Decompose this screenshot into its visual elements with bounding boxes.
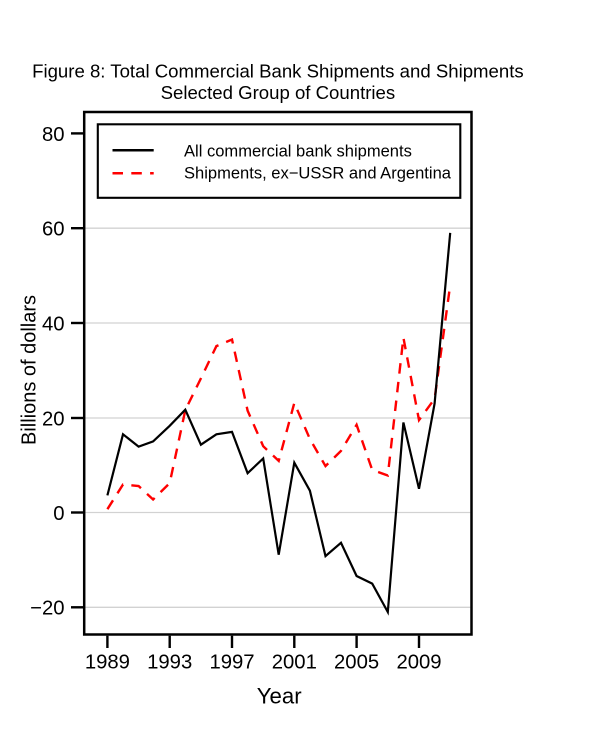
svg-text:1993: 1993 (147, 651, 192, 673)
svg-text:1989: 1989 (85, 651, 130, 673)
svg-text:All commercial bank shipments: All commercial bank shipments (184, 142, 412, 161)
svg-text:Figure 8: Total Commercial Ban: Figure 8: Total Commercial Bank Shipment… (32, 60, 524, 81)
svg-text:2005: 2005 (334, 651, 379, 673)
svg-text:60: 60 (42, 219, 65, 241)
svg-text:−20: −20 (30, 598, 64, 620)
svg-text:Year: Year (257, 683, 302, 708)
svg-text:2001: 2001 (272, 651, 317, 673)
svg-text:40: 40 (42, 313, 65, 335)
svg-text:Billions of dollars: Billions of dollars (19, 295, 41, 445)
svg-text:Selected Group of Countries: Selected Group of Countries (161, 82, 396, 103)
svg-text:Shipments, ex−USSR and Argenti: Shipments, ex−USSR and Argentina (184, 163, 452, 182)
svg-text:20: 20 (42, 408, 65, 430)
svg-text:2009: 2009 (396, 651, 441, 673)
svg-text:0: 0 (53, 503, 64, 525)
svg-text:80: 80 (42, 124, 65, 146)
svg-text:1997: 1997 (209, 651, 254, 673)
